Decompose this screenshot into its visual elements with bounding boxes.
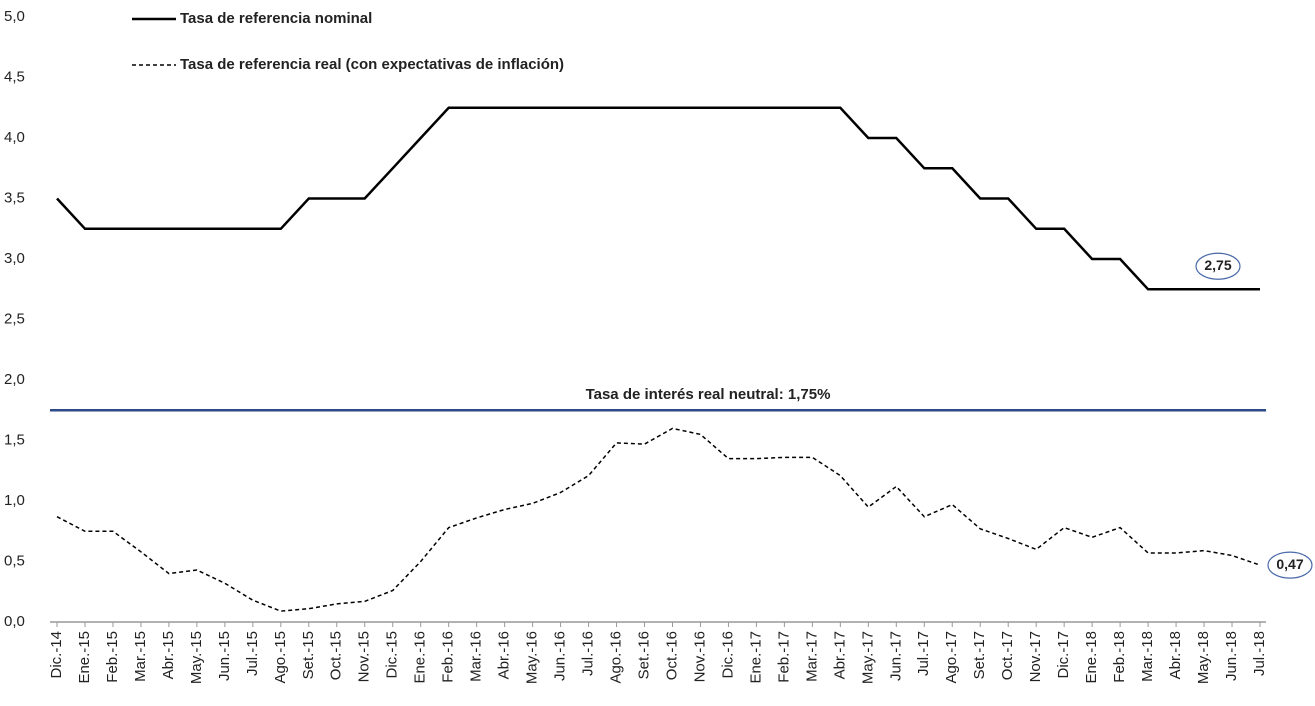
y-tick-label: 2,5 <box>4 310 25 327</box>
reference-label: Tasa de interés real neutral: 1,75% <box>586 386 831 403</box>
x-tick-label: May.-16 <box>524 631 541 684</box>
data-label: 0,47 <box>1276 556 1303 572</box>
x-tick-label: Dic.-17 <box>1055 631 1072 679</box>
x-tick-label: Dic.-16 <box>719 631 736 679</box>
x-tick-label: Feb.-17 <box>775 631 792 683</box>
x-tick-label: Ene.-16 <box>412 631 429 684</box>
data-label: 2,75 <box>1204 257 1231 273</box>
legend-label: Tasa de referencia nominal <box>180 10 372 27</box>
x-tick-label: Ene.-15 <box>76 631 93 684</box>
x-tick-label: May.-17 <box>859 631 876 684</box>
x-tick-label: Ago.-15 <box>272 631 289 684</box>
x-tick-label: Abr.-16 <box>496 631 513 679</box>
x-tick-label: Set.-17 <box>971 631 988 679</box>
x-tick-label: Set.-15 <box>300 631 317 679</box>
x-tick-label: Abr.-15 <box>160 631 177 679</box>
x-tick-label: Oct.-15 <box>328 631 345 680</box>
x-tick-label: Ene.-18 <box>1083 631 1100 684</box>
y-tick-label: 4,5 <box>4 68 25 85</box>
y-tick-label: 0,0 <box>4 613 25 630</box>
x-tick-label: Ene.-17 <box>747 631 764 684</box>
legend-label: Tasa de referencia real (con expectativa… <box>180 56 564 73</box>
x-tick-label: Dic.-14 <box>48 631 65 679</box>
x-tick-label: May.-18 <box>1195 631 1212 684</box>
x-tick-label: Abr.-17 <box>831 631 848 679</box>
label-ring <box>1267 551 1313 579</box>
x-tick-label: Jun.-15 <box>216 631 233 681</box>
x-tick-label: Jun.-18 <box>1223 631 1240 681</box>
x-tick-label: Oct.-16 <box>663 631 680 680</box>
x-tick-label: Mar.-16 <box>468 631 485 682</box>
x-tick-label: Oct.-17 <box>999 631 1016 680</box>
y-tick-label: 1,0 <box>4 492 25 509</box>
x-tick-label: Mar.-15 <box>132 631 149 682</box>
x-tick-label: Jul.-17 <box>915 631 932 676</box>
series-line <box>56 106 1260 291</box>
x-tick-label: Mar.-18 <box>1139 631 1156 682</box>
y-tick-label: 5,0 <box>4 8 25 25</box>
x-tick-label: Nov.-17 <box>1027 631 1044 682</box>
x-tick-label: Set.-16 <box>635 631 652 679</box>
series-line <box>56 427 1261 612</box>
y-tick-label: 3,0 <box>4 250 25 267</box>
x-tick-label: Feb.-16 <box>440 631 457 683</box>
x-tick-label: Nov.-15 <box>356 631 373 682</box>
x-tick-label: Jul.-16 <box>580 631 597 676</box>
x-tick-label: Jul.-18 <box>1251 631 1268 676</box>
x-tick-label: Nov.-16 <box>691 631 708 682</box>
x-tick-label: Feb.-18 <box>1111 631 1128 683</box>
y-tick-label: 0,5 <box>4 552 25 569</box>
x-tick-label: Jun.-17 <box>887 631 904 681</box>
x-tick-label: Feb.-15 <box>104 631 121 683</box>
x-tick-label: Mar.-17 <box>803 631 820 682</box>
y-tick-label: 2,0 <box>4 371 25 388</box>
x-tick-label: Abr.-18 <box>1167 631 1184 679</box>
x-tick-label: Ago.-17 <box>943 631 960 684</box>
x-tick-label: Dic.-15 <box>384 631 401 679</box>
y-tick-label: 4,0 <box>4 129 25 146</box>
label-ring <box>1195 252 1241 280</box>
x-tick-label: Jul.-15 <box>244 631 261 676</box>
x-tick-label: Ago.-16 <box>608 631 625 684</box>
x-tick-label: May.-15 <box>188 631 205 684</box>
y-tick-label: 3,5 <box>4 189 25 206</box>
y-tick-label: 1,5 <box>4 431 25 448</box>
x-tick-label: Jun.-16 <box>552 631 569 681</box>
